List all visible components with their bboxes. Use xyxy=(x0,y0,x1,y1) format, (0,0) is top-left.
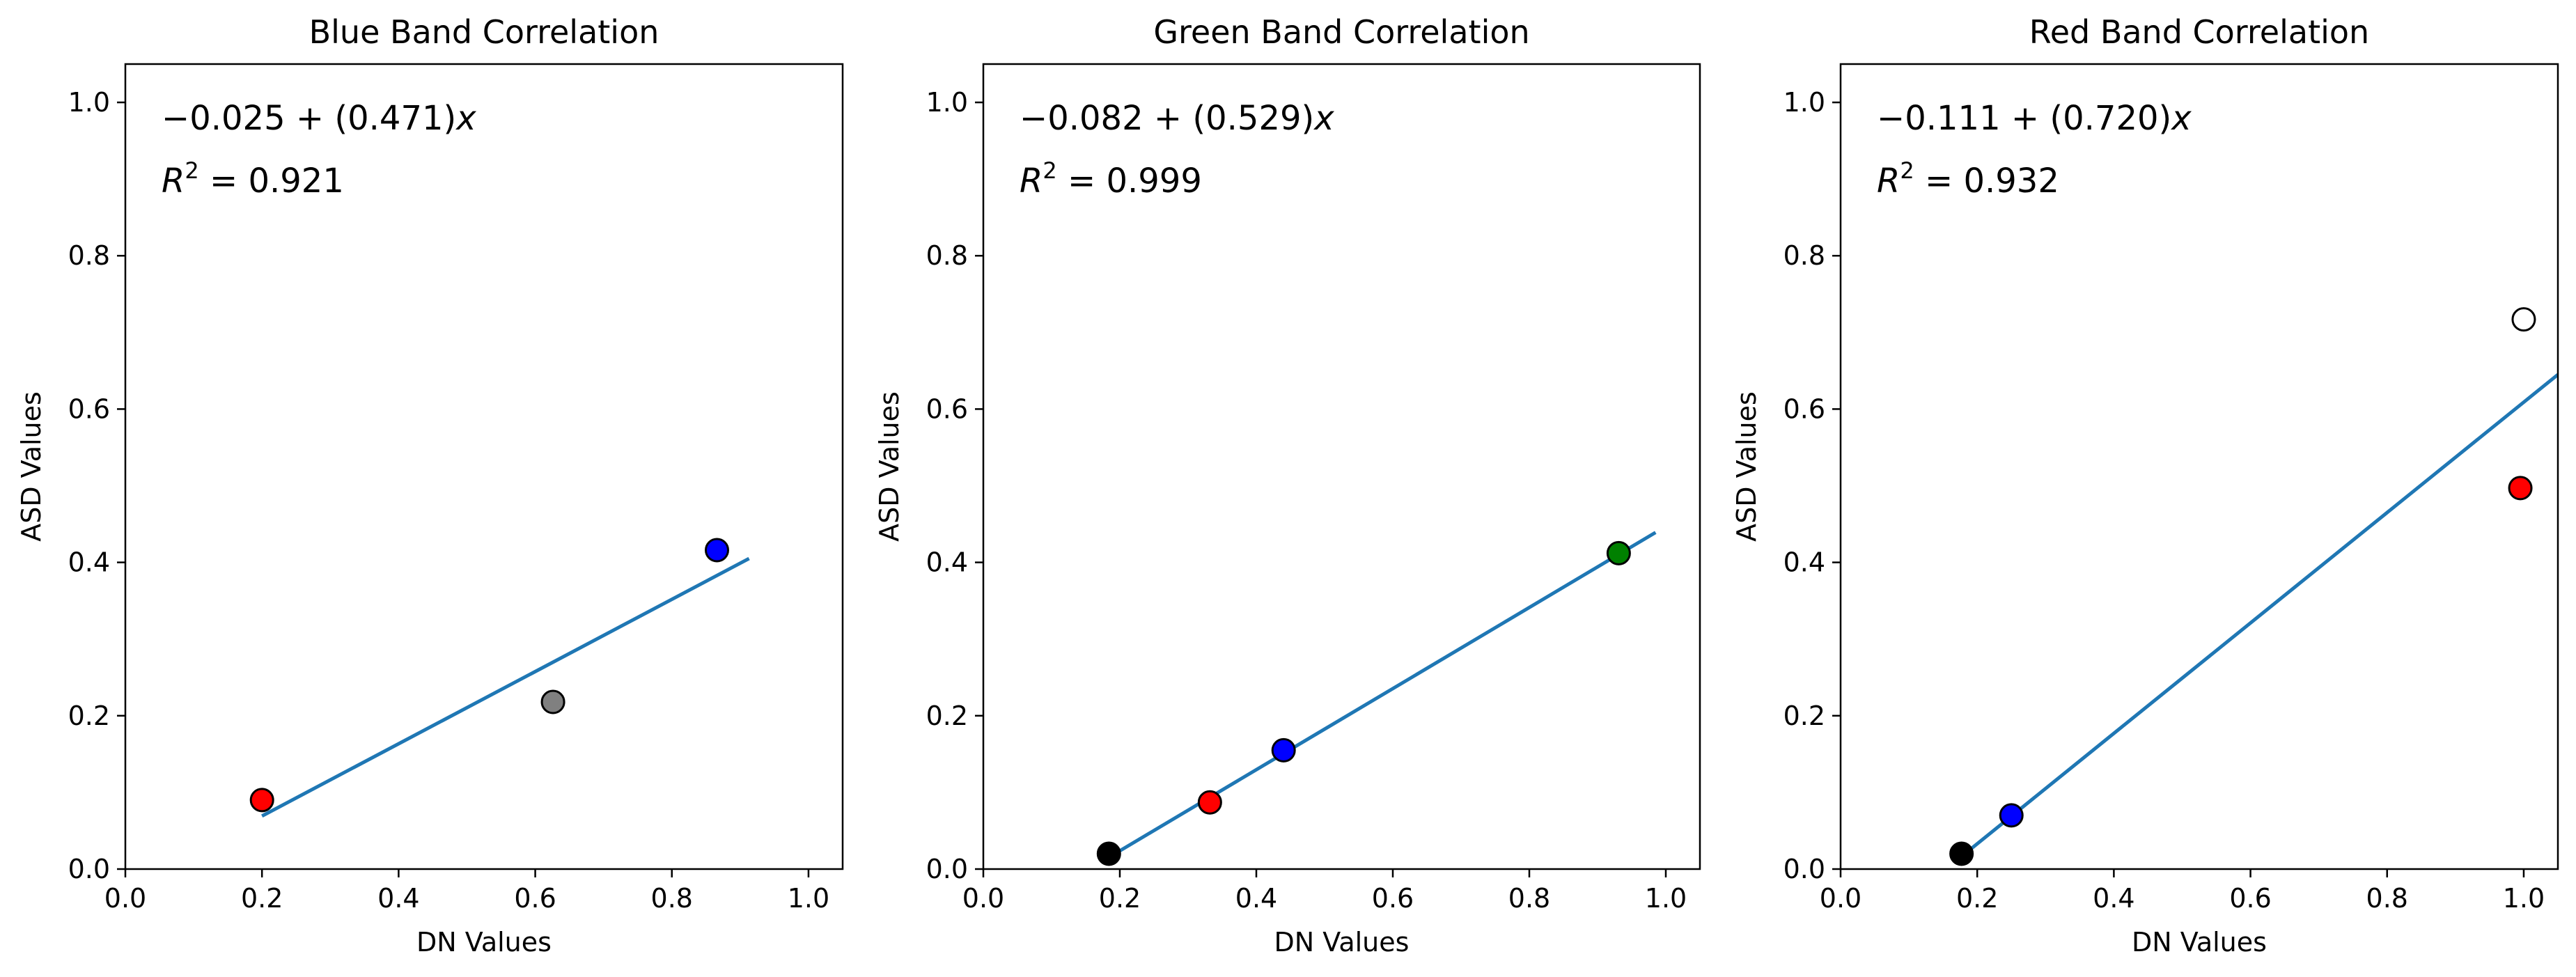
data-point xyxy=(1096,841,1121,866)
data-point xyxy=(2508,476,2533,501)
y-tick-label: 0.0 xyxy=(926,854,968,884)
y-axis-label: ASD Values xyxy=(874,391,905,542)
equation-slope: (0.720) xyxy=(2050,99,2171,138)
y-axis-label: ASD Values xyxy=(1731,391,1762,542)
chart-title: Red Band Correlation xyxy=(2029,13,2369,51)
x-tick-label: 0.6 xyxy=(514,883,556,914)
equation-label: −0.111 + (0.720)x xyxy=(1877,99,2192,138)
y-tick-label: 0.8 xyxy=(68,240,110,271)
plot-frame xyxy=(982,63,1701,870)
equation-variable: x xyxy=(2170,99,2192,138)
x-axis-label: DN Values xyxy=(1274,927,1410,958)
data-point xyxy=(1271,737,1296,763)
x-tick-label: 0.0 xyxy=(1820,883,1861,914)
y-tick-label: 0.2 xyxy=(926,701,968,731)
chart-panel-3: Red Band Correlation 0.00.0 0.2 0.2 0.4 0.4 0.… xyxy=(1731,13,2559,958)
r-squared-exponent: 2 xyxy=(1900,157,1914,184)
y-tick-label: 0.6 xyxy=(926,393,968,424)
r-squared-exponent: 2 xyxy=(185,157,198,184)
x-tick-label: 0.6 xyxy=(1372,883,1414,914)
r-squared-label: R2 = 0.999 xyxy=(1020,157,1202,201)
chart-panel-1: Blue Band Correlation 0.00.0 0.2 0.2 0.4 0.4 0… xyxy=(16,13,844,958)
equation-variable: x xyxy=(1313,99,1334,138)
x-axis-label: DN Values xyxy=(2132,927,2267,958)
regression-line xyxy=(1960,373,2558,858)
equation-variable: x xyxy=(455,99,476,138)
r-squared-label: R2 = 0.932 xyxy=(1877,157,2059,201)
chart-panel-2: Green Band Correlation 0.00.0 0.2 0.2 0.4 0.4… xyxy=(874,13,1701,958)
y-tick-label: 0.4 xyxy=(926,547,968,578)
r-squared-value: = 0.932 xyxy=(1914,162,2059,201)
data-point xyxy=(249,788,274,813)
x-axis-label: DN Values xyxy=(416,927,552,958)
equation-intercept: −0.082 + xyxy=(1020,99,1192,138)
y-tick-label: 0.2 xyxy=(68,701,110,731)
r-squared-value: = 0.921 xyxy=(199,162,344,201)
y-tick-label: 1.0 xyxy=(926,87,968,118)
r-squared-label: R2 = 0.921 xyxy=(162,157,344,201)
chart-title: Blue Band Correlation xyxy=(309,13,659,51)
y-tick-label: 0.2 xyxy=(1783,701,1825,731)
y-tick-label: 0.0 xyxy=(68,854,110,884)
plot-frame xyxy=(124,63,844,870)
x-tick-label: 1.0 xyxy=(788,883,829,914)
x-tick-label: 0.8 xyxy=(2366,883,2408,914)
x-tick-label: 0.4 xyxy=(377,883,419,914)
y-tick-label: 0.0 xyxy=(1783,854,1825,884)
y-tick-label: 1.0 xyxy=(68,87,110,118)
equation-label: −0.025 + (0.471)x xyxy=(162,99,476,138)
data-point xyxy=(1606,540,1631,565)
data-point xyxy=(705,538,730,563)
x-tick-label: 0.2 xyxy=(1099,883,1141,914)
x-tick-label: 0.0 xyxy=(962,883,1004,914)
equation-slope: (0.529) xyxy=(1192,99,1314,138)
data-point xyxy=(540,689,565,714)
data-point xyxy=(2511,307,2536,332)
r-squared-symbol: R xyxy=(162,162,185,201)
chart-title: Green Band Correlation xyxy=(1153,13,1529,51)
y-tick-label: 0.4 xyxy=(1783,547,1825,578)
equation-slope: (0.471) xyxy=(334,99,456,138)
x-tick-label: 0.4 xyxy=(2093,883,2134,914)
x-tick-label: 0.6 xyxy=(2229,883,2271,914)
equation-label: −0.082 + (0.529)x xyxy=(1020,99,1334,138)
x-tick-label: 1.0 xyxy=(1645,883,1687,914)
y-tick-label: 0.8 xyxy=(926,240,968,271)
y-axis-label: ASD Values xyxy=(16,391,47,542)
equation-intercept: −0.111 + xyxy=(1877,99,2050,138)
regression-line xyxy=(261,556,750,818)
y-tick-label: 0.6 xyxy=(1783,393,1825,424)
x-tick-label: 0.8 xyxy=(1508,883,1550,914)
x-tick-label: 0.2 xyxy=(1956,883,1998,914)
r-squared-exponent: 2 xyxy=(1043,157,1056,184)
equation-intercept: −0.025 + xyxy=(162,99,334,138)
x-tick-label: 0.8 xyxy=(651,883,693,914)
data-point xyxy=(1999,803,2024,828)
x-tick-label: 0.4 xyxy=(1235,883,1277,914)
plot-frame xyxy=(1839,63,2559,870)
x-tick-label: 0.2 xyxy=(241,883,283,914)
y-tick-label: 0.8 xyxy=(1783,240,1825,271)
data-point xyxy=(1949,841,1974,866)
x-tick-label: 1.0 xyxy=(2503,883,2545,914)
y-tick-label: 0.6 xyxy=(68,393,110,424)
data-point xyxy=(1197,790,1222,815)
y-tick-label: 0.4 xyxy=(68,547,110,578)
y-tick-label: 1.0 xyxy=(1783,87,1825,118)
r-squared-symbol: R xyxy=(1877,162,1900,201)
r-squared-symbol: R xyxy=(1020,162,1043,201)
x-tick-label: 0.0 xyxy=(104,883,146,914)
regression-line xyxy=(1108,531,1657,859)
r-squared-value: = 0.999 xyxy=(1057,162,1202,201)
